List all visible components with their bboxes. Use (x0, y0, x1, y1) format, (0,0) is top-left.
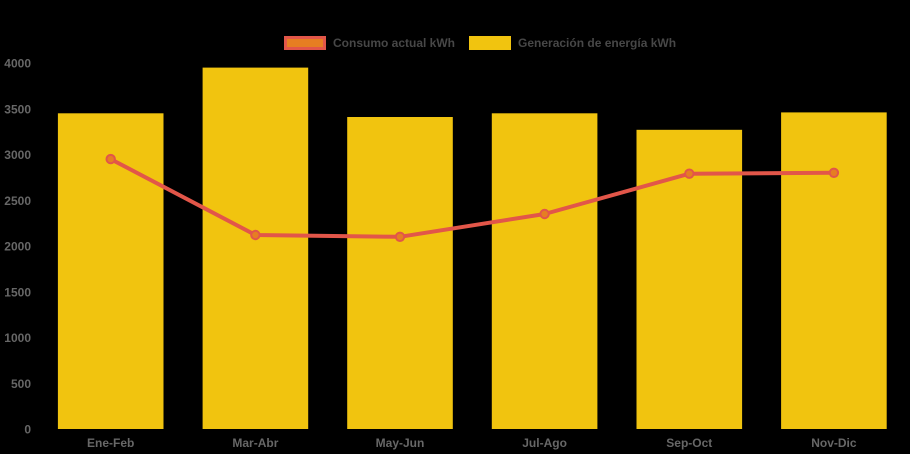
line-marker-sep-oct (684, 168, 695, 179)
legend-item-consumo-actual[interactable]: Consumo actual kWh (284, 36, 455, 50)
bar-may-jun (347, 117, 453, 429)
line-marker-jul-ago (539, 208, 550, 220)
y-axis-tick-label-2500: 2500 (4, 194, 31, 208)
x-axis-tick-label-ene-feb: Ene-Feb (87, 436, 134, 450)
x-axis-tick-label-sep-oct: Sep-Oct (666, 436, 712, 450)
bar-mar-abr (202, 67, 309, 429)
y-axis-tick-label-3500: 3500 (4, 102, 31, 116)
legend-swatch-bar-icon (469, 36, 512, 50)
y-axis-tick-label-4000: 4000 (4, 57, 31, 71)
legend-label-generacion-energia: Generación de energía kWh (518, 36, 677, 50)
line-marker-mar-abr (250, 229, 261, 241)
x-axis-tick-label-jul-ago: Jul-Ago (522, 436, 567, 450)
legend-label-consumo-actual: Consumo actual kWh (333, 36, 456, 50)
bar-sep-oct (636, 129, 743, 430)
line-marker-ene-feb (105, 153, 116, 165)
bar-nov-dic (781, 112, 887, 430)
x-axis-tick-label-may-jun: May-Jun (376, 436, 425, 450)
x-axis-tick-label-nov-dic: Nov-Dic (811, 436, 857, 450)
chart-legend: Consumo actual kWh Generación de energía… (284, 36, 676, 50)
bar-ene-feb (57, 113, 164, 430)
y-axis-tick-label-2000: 2000 (4, 240, 31, 254)
y-axis-tick-label-3000: 3000 (4, 148, 31, 162)
bar-jul-ago (491, 113, 598, 430)
legend-item-generacion-energia[interactable]: Generación de energía kWh (469, 36, 676, 50)
line-marker-may-jun (394, 231, 406, 243)
x-axis-tick-label-mar-abr: Mar-Abr (232, 436, 278, 450)
legend-swatch-line-icon (284, 36, 326, 50)
y-axis-tick-label-500: 500 (11, 377, 31, 391)
y-axis-tick-label-1500: 1500 (4, 285, 31, 299)
y-axis-tick-label-0: 0 (24, 423, 31, 437)
consumption-line (108, 157, 836, 239)
y-axis-tick-label-1000: 1000 (4, 331, 31, 345)
line-marker-nov-dic (828, 167, 840, 179)
